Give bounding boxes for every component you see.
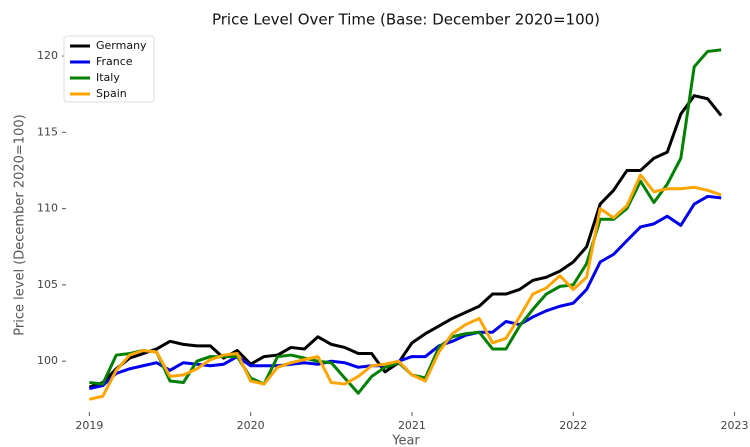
x-tick-label: 2022	[559, 419, 587, 432]
x-tick-label: 2021	[398, 419, 426, 432]
chart-title: Price Level Over Time (Base: December 20…	[212, 11, 600, 29]
legend-label: Spain	[96, 87, 127, 100]
x-tick-label: 2023	[721, 419, 749, 432]
legend-label: France	[96, 55, 133, 68]
y-tick-label: 110	[37, 202, 58, 215]
y-tick-label: 105	[37, 278, 58, 291]
series-line	[88, 94, 723, 389]
x-axis-label: Year	[391, 434, 420, 447]
legend-box	[63, 35, 155, 103]
x-tick-label: 2020	[237, 419, 265, 432]
y-tick-label: 120	[37, 49, 58, 62]
y-axis-label: Price level (December 2020=100)	[13, 114, 28, 335]
legend-label: Italy	[96, 71, 120, 84]
series-line	[89, 194, 722, 391]
x-tick-label: 2019	[75, 419, 103, 432]
series-line	[89, 48, 722, 395]
y-tick-label: 115	[37, 125, 58, 138]
series-line	[89, 173, 722, 401]
legend-label: Germany	[96, 39, 147, 52]
y-tick-label: 100	[37, 354, 58, 367]
